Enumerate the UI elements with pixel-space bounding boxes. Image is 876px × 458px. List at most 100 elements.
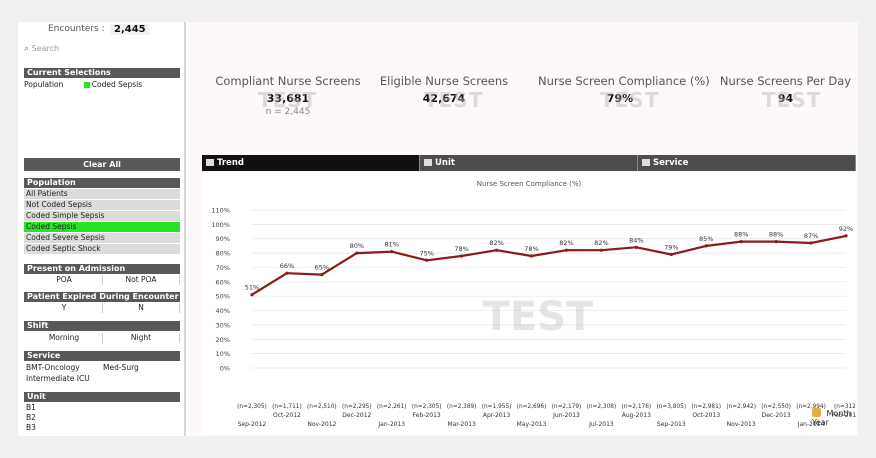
unit-item[interactable]: B2 [24, 413, 180, 423]
data-point [285, 271, 289, 275]
data-point [844, 234, 848, 238]
current-selection-row[interactable]: Population Coded Sepsis [24, 80, 142, 89]
chart-icon [424, 159, 432, 166]
data-label: 87% [804, 232, 818, 240]
population-item[interactable]: All Patients [24, 189, 180, 199]
x-tick-label: Oct-2013 [692, 412, 720, 419]
poa-option[interactable]: POA [26, 275, 103, 285]
data-point [390, 250, 394, 254]
data-label: 66% [280, 262, 294, 270]
x-tick-label: Mar-2013 [447, 421, 476, 428]
data-point [739, 240, 743, 244]
y-tick-label: 0% [220, 365, 230, 373]
y-tick-label: 50% [216, 293, 230, 301]
search-icon: ⌕ [24, 44, 30, 54]
y-tick-label: 110% [211, 207, 230, 215]
legend-icon [812, 408, 821, 417]
data-label: 78% [524, 245, 538, 253]
unit-item[interactable]: B3 [24, 423, 180, 433]
data-label: 82% [489, 239, 503, 247]
data-label: 80% [350, 242, 364, 250]
tab-label: Unit [435, 158, 455, 168]
population-item[interactable]: Coded Simple Sepsis [24, 211, 180, 221]
chart-svg: Nurse Screen Compliance (%) 0% 10% 20% 30% 40… [211, 180, 860, 428]
current-selections-header: Current Selections [24, 68, 180, 78]
encounters-value: 2,445 [110, 24, 150, 35]
expired-no-option[interactable]: N [103, 303, 180, 313]
expired-options: Y N [24, 303, 180, 313]
n-label: (n=2,994) [796, 404, 826, 410]
n-label: (n=1,711) [272, 404, 302, 410]
tab-trend[interactable]: Trend [202, 155, 420, 171]
watermark-text: TEST [258, 88, 318, 112]
shift-morning-option[interactable]: Morning [26, 333, 103, 343]
x-tick-label: Apr-2013 [483, 412, 511, 419]
month-year-legend[interactable]: Month Year [812, 408, 856, 427]
watermark-text: TEST [600, 88, 660, 112]
data-label: 78% [454, 245, 468, 253]
n-label: (n=3,805) [656, 404, 686, 410]
chart-icon [642, 159, 650, 166]
selection-dot-icon [83, 82, 90, 88]
kpi-title: Nurse Screens Per Day [719, 74, 852, 88]
unit-item[interactable]: B1 [24, 403, 180, 413]
encounters-label: Encounters : [48, 24, 105, 34]
chart-icon [206, 159, 214, 166]
kpi-compliant: Compliant Nurse Screens 33,681 n = 2,445 [208, 74, 368, 117]
population-header: Population [24, 178, 180, 188]
data-point [564, 248, 569, 252]
y-tick-label: 90% [216, 235, 230, 243]
data-label: 51% [245, 284, 259, 292]
n-label: (n=2,176) [622, 404, 652, 410]
n-label: (n=2,942) [726, 404, 756, 410]
clear-all-button[interactable]: Clear All [24, 158, 180, 171]
data-label: 82% [594, 239, 608, 247]
service-item[interactable]: BMT-Oncology [26, 363, 80, 372]
y-tick-label: 10% [216, 350, 230, 358]
n-label: (n=2,696) [517, 404, 547, 410]
y-tick-label: 30% [216, 321, 230, 329]
service-item[interactable]: Med-Surg [103, 363, 139, 372]
data-point [320, 273, 324, 277]
data-label: 82% [559, 239, 573, 247]
data-label: 75% [419, 249, 433, 257]
data-point [774, 240, 778, 244]
population-item[interactable]: Not Coded Sepsis [24, 200, 180, 210]
tab-label: Service [653, 158, 689, 168]
kpi-value: 94 [777, 92, 794, 105]
service-item[interactable]: Intermediate ICU [24, 374, 180, 384]
unit-header: Unit [24, 392, 180, 402]
y-tick-label: 70% [216, 264, 230, 272]
x-tick-label: Feb-2014 [832, 412, 856, 419]
legend-label: Month Year [812, 409, 852, 427]
y-tick-label: 60% [216, 278, 230, 286]
tab-unit[interactable]: Unit [420, 155, 638, 171]
tab-service[interactable]: Service [638, 155, 856, 171]
kpi-eligible: Eligible Nurse Screens 42,674 [374, 74, 514, 105]
watermark-text: TEST [762, 88, 822, 112]
tab-label: Trend [217, 158, 244, 168]
shift-night-option[interactable]: Night [103, 333, 180, 343]
search-input[interactable]: ⌕ Search [24, 44, 59, 54]
kpi-value: 79% [606, 92, 634, 105]
data-label: 85% [699, 235, 713, 243]
population-item-selected[interactable]: Coded Sepsis [24, 222, 180, 232]
data-point [355, 251, 359, 255]
kpi-value: 33,681 [266, 92, 310, 105]
tab-bar: Trend Unit Service [202, 155, 856, 171]
chart-title: Nurse Screen Compliance (%) [477, 180, 582, 188]
y-tick-label: 80% [216, 250, 230, 258]
population-item[interactable]: Coded Septic Shock [24, 244, 180, 254]
expired-yes-option[interactable]: Y [26, 303, 103, 313]
data-label: 92% [839, 225, 853, 233]
poa-options: POA Not POA [24, 275, 180, 285]
kpi-value: 42,674 [422, 92, 466, 105]
shift-options: Morning Night [24, 333, 180, 343]
data-point [704, 244, 708, 248]
x-tick-label: Feb-2013 [413, 412, 441, 419]
poa-header: Present on Admission [24, 264, 180, 274]
n-label: (n=2,510) [307, 404, 337, 410]
not-poa-option[interactable]: Not POA [103, 275, 180, 285]
x-tick-label: Dec-2013 [762, 412, 791, 419]
population-item[interactable]: Coded Severe Sepsis [24, 233, 180, 243]
